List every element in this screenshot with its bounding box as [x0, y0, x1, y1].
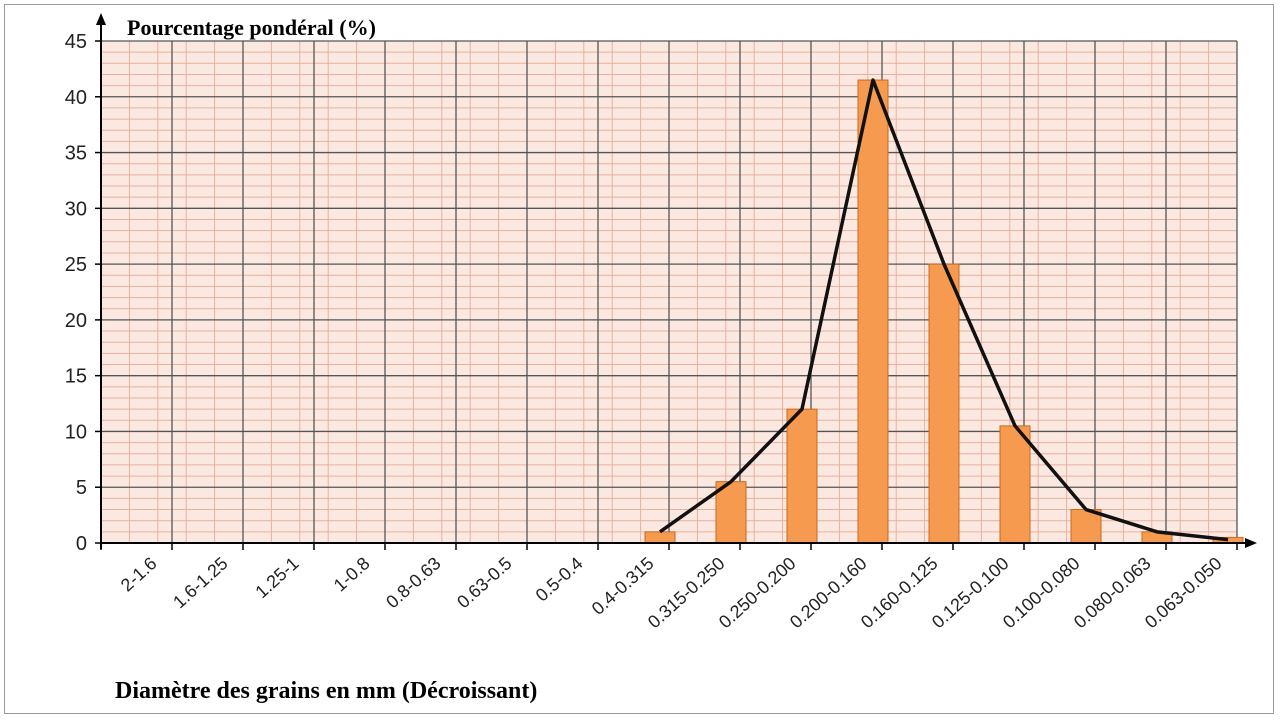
x-axis-arrow — [1245, 538, 1257, 548]
chart-svg: 0 5 10 15 20 25 30 35 40 45 2-1.6 1.6-1.25 1.25-1 1-… — [65, 13, 1257, 704]
x-tick-label: 0.250-0.200 — [715, 553, 800, 632]
x-tick-label: 0.125-0.100 — [928, 553, 1013, 632]
x-tick-label: 1.25-1 — [251, 553, 302, 602]
y-tick-label: 15 — [65, 366, 87, 388]
y-tick-label: 45 — [65, 31, 87, 53]
bar — [1070, 509, 1102, 544]
x-tick-label: 0.160-0.125 — [857, 553, 942, 632]
y-axis-title: Pourcentage pondéral (%) — [127, 15, 376, 40]
y-tick-label: 0 — [76, 533, 87, 555]
bar — [786, 408, 818, 544]
major-gridlines — [101, 40, 1238, 543]
axes — [95, 13, 1257, 550]
distribution-curve — [658, 78, 1229, 542]
chart-frame: 0 5 10 15 20 25 30 35 40 45 2-1.6 1.6-1.25 1.25-1 1-… — [4, 4, 1274, 714]
x-tick-label: 1-0.8 — [330, 553, 374, 595]
x-tick-label: 0.100-0.080 — [999, 553, 1084, 632]
bar — [644, 531, 676, 544]
x-tick-label: 0.4-0.315 — [588, 553, 658, 619]
y-tick-label: 20 — [65, 310, 87, 332]
y-tick-label: 40 — [65, 87, 87, 109]
x-axis-title: Diamètre des grains en mm (Décroissant) — [115, 678, 537, 704]
x-tick-label: 0.315-0.250 — [644, 553, 729, 632]
x-tick-label: 0.200-0.160 — [786, 553, 871, 632]
x-tick-label: 0.63-0.5 — [453, 553, 515, 612]
x-tick-label: 0.8-0.63 — [382, 553, 444, 612]
x-tick-labels: 2-1.6 1.6-1.25 1.25-1 1-0.8 0.8-0.63 0.63-0.5… — [117, 553, 1226, 632]
bar — [928, 263, 960, 544]
x-tick-label: 0.5-0.4 — [532, 553, 587, 605]
y-tick-label: 10 — [65, 421, 87, 443]
curve-line — [658, 78, 1229, 542]
x-tick-label: 1.6-1.25 — [169, 553, 231, 612]
bars — [644, 79, 1244, 544]
y-axis-arrow — [96, 13, 106, 25]
x-tick-label: 2-1.6 — [117, 553, 161, 595]
y-tick-label: 30 — [65, 198, 87, 220]
bar — [999, 425, 1031, 544]
y-tick-label: 5 — [76, 477, 87, 499]
y-tick-label: 35 — [65, 143, 87, 165]
x-tick-label: 0.063-0.050 — [1141, 553, 1226, 632]
y-tick-label: 25 — [65, 254, 87, 276]
bar — [857, 79, 889, 544]
x-tick-label: 0.080-0.063 — [1070, 553, 1155, 632]
y-tick-labels: 0 5 10 15 20 25 30 35 40 45 — [65, 31, 87, 555]
